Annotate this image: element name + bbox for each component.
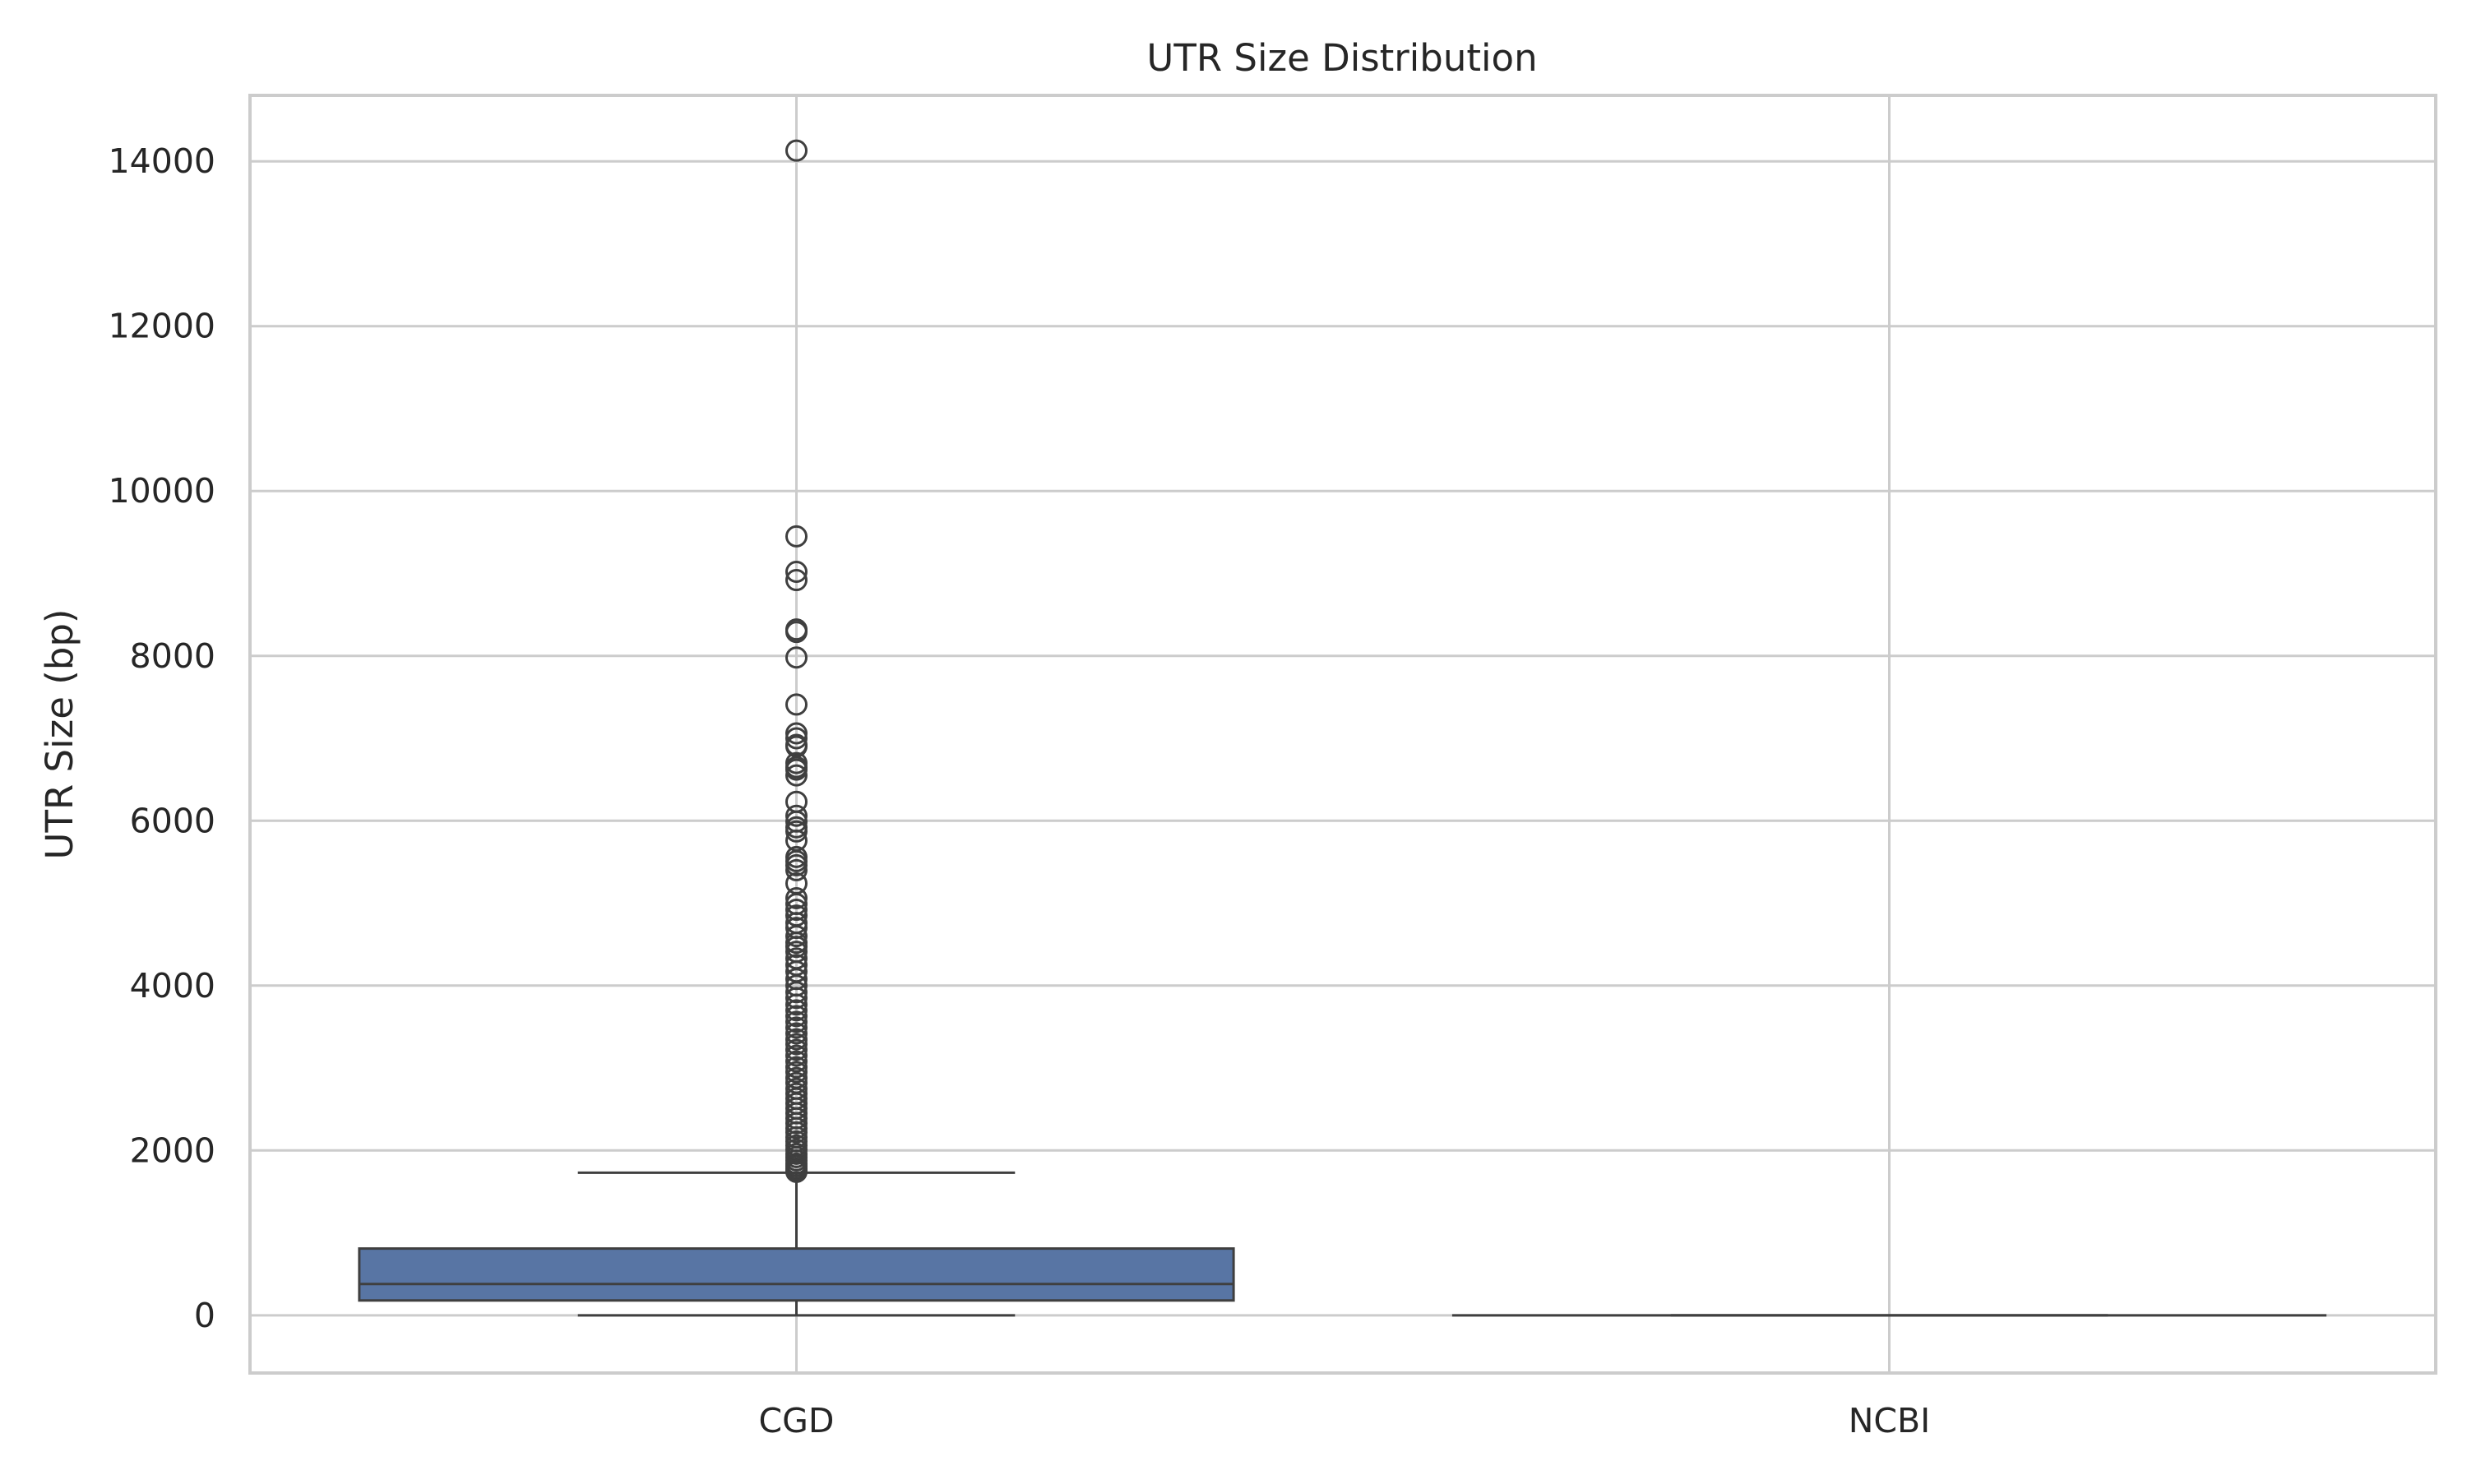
outlier-point <box>785 999 808 1022</box>
plot-frame <box>248 94 2437 1375</box>
outlier-point <box>785 993 808 1016</box>
y-tick-label: 12000 <box>109 307 215 346</box>
y-tick-label: 8000 <box>130 636 215 676</box>
outlier-point <box>785 887 808 910</box>
outlier-point <box>785 1038 808 1061</box>
outlier-point <box>785 1010 808 1033</box>
outlier-point <box>785 560 808 583</box>
y-tick-label: 14000 <box>109 141 215 181</box>
x-tick-label: CGD <box>759 1401 835 1440</box>
y-tick-label: 10000 <box>109 471 215 511</box>
outlier-point <box>785 804 808 827</box>
outlier-point <box>785 858 808 881</box>
outlier-point <box>785 820 808 843</box>
outlier-points <box>785 139 808 1183</box>
outlier-point <box>785 1022 808 1045</box>
outlier-point <box>785 646 808 669</box>
outlier-point <box>785 1061 808 1084</box>
outlier-point <box>785 525 808 548</box>
y-tick-label: 2000 <box>130 1130 215 1170</box>
outlier-point <box>785 925 808 948</box>
outlier-point <box>785 1050 808 1073</box>
outlier-point <box>785 693 808 716</box>
outlier-point <box>785 569 808 592</box>
x-tick-label: NCBI <box>1849 1401 1931 1440</box>
outlier-point <box>785 139 808 162</box>
outlier-point <box>785 621 808 644</box>
y-tick-label: 4000 <box>130 966 215 1006</box>
box-cgd <box>358 1171 1235 1317</box>
outlier-point <box>785 899 808 922</box>
y-tick-label: 0 <box>194 1296 215 1335</box>
y-tick-label: 6000 <box>130 801 215 840</box>
chart-title: UTR Size Distribution <box>1146 36 1537 80</box>
tick-labels: 0 2000 4000 6000 8000 10000 12000 14000 CGD NCBI <box>109 141 1931 1440</box>
outlier-point <box>785 981 808 1004</box>
grid-lines <box>250 95 2436 1373</box>
outlier-point <box>785 1005 808 1028</box>
y-axis-label: UTR Size (bp) <box>38 609 81 860</box>
boxes <box>358 1171 2327 1317</box>
outlier-point <box>785 758 808 781</box>
outlier-point <box>785 987 808 1010</box>
box-iqr <box>358 1247 1235 1302</box>
outlier-point <box>785 1033 808 1056</box>
outlier-point <box>785 1016 808 1039</box>
outlier-point <box>785 1044 808 1067</box>
outlier-point <box>785 727 808 750</box>
outlier-point <box>785 1160 808 1183</box>
outlier-point <box>785 764 808 787</box>
